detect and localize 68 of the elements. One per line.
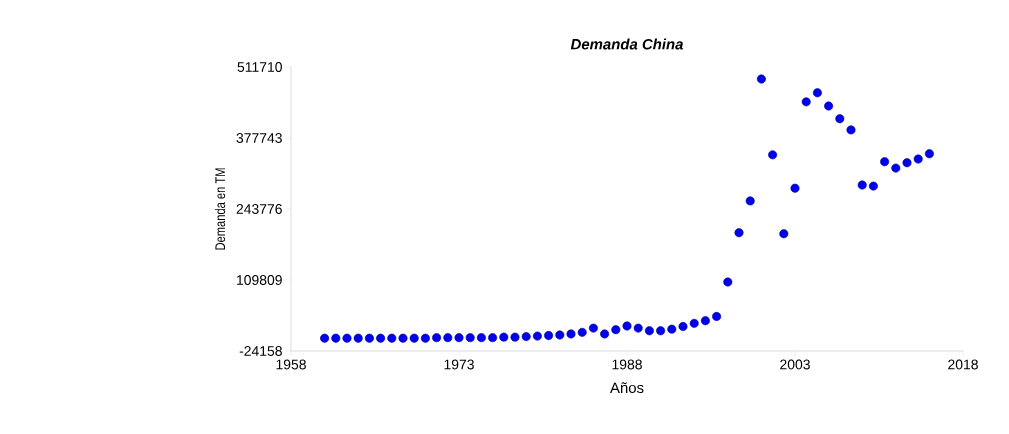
point — [353, 333, 363, 343]
point — [846, 125, 856, 135]
point — [320, 333, 330, 343]
point — [644, 326, 654, 336]
y-tick-label: -24158 — [239, 346, 282, 356]
point — [913, 154, 923, 164]
point — [465, 333, 475, 343]
point — [880, 157, 890, 167]
point — [577, 327, 587, 337]
point — [678, 322, 688, 332]
y-tick-label: 243776 — [236, 204, 282, 214]
point — [756, 74, 766, 84]
y-tick-label: 377743 — [236, 133, 282, 143]
point — [824, 101, 834, 111]
point — [924, 149, 934, 159]
point — [588, 323, 598, 333]
y-tick-label: 511710 — [237, 62, 282, 72]
point — [801, 97, 811, 107]
point — [398, 333, 408, 343]
point — [712, 311, 722, 321]
point — [532, 331, 542, 341]
point — [420, 333, 430, 343]
point — [667, 324, 677, 334]
x-tick-label: 1958 — [276, 359, 306, 370]
x-tick-label: 1988 — [612, 359, 642, 370]
point — [723, 277, 733, 287]
point — [443, 333, 453, 343]
point — [331, 333, 341, 343]
point — [566, 329, 576, 339]
point — [779, 229, 789, 239]
point — [488, 333, 498, 343]
point — [734, 228, 744, 238]
point — [409, 333, 419, 343]
x-tick-label: 2003 — [780, 359, 810, 370]
point — [790, 183, 800, 193]
point — [891, 163, 901, 173]
point — [745, 196, 755, 206]
point — [555, 330, 565, 340]
point — [689, 318, 699, 328]
x-axis-title: Años — [610, 382, 644, 394]
point — [376, 333, 386, 343]
chart-title: Demanda China — [570, 38, 684, 50]
point — [510, 332, 520, 342]
point — [387, 333, 397, 343]
point — [544, 331, 554, 341]
point — [364, 333, 374, 343]
point — [476, 333, 486, 343]
point — [521, 332, 531, 342]
x-tick-label: 2018 — [948, 359, 978, 370]
point — [454, 333, 464, 343]
y-axis-title: Demanda en TM — [214, 168, 226, 250]
point — [868, 181, 878, 191]
point — [902, 158, 912, 168]
point — [835, 114, 845, 124]
point — [700, 316, 710, 326]
point — [768, 150, 778, 160]
x-tick-label: 1973 — [444, 359, 474, 370]
y-tick-label: 109809 — [237, 275, 282, 285]
point — [342, 333, 352, 343]
point — [812, 88, 822, 98]
point — [857, 180, 867, 190]
point — [611, 325, 621, 335]
point — [600, 329, 610, 339]
point — [432, 333, 442, 343]
point — [499, 332, 509, 342]
point — [633, 323, 643, 333]
point — [656, 326, 666, 336]
point — [622, 321, 632, 331]
